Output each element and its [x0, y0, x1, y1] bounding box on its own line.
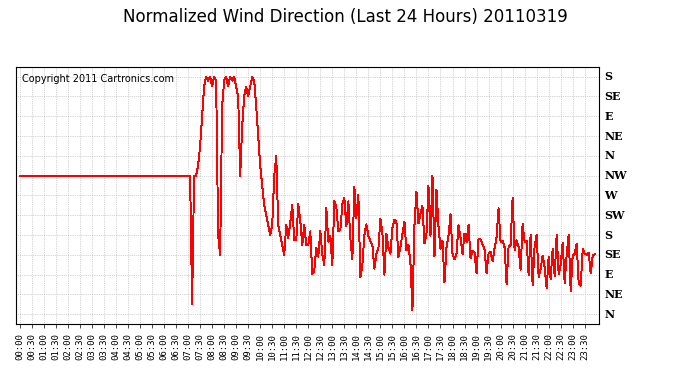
Text: SE: SE: [604, 91, 621, 102]
Text: E: E: [604, 111, 613, 122]
Text: S: S: [604, 230, 613, 240]
Text: E: E: [604, 269, 613, 280]
Text: S: S: [604, 71, 613, 82]
Text: NW: NW: [604, 170, 627, 181]
Text: Normalized Wind Direction (Last 24 Hours) 20110319: Normalized Wind Direction (Last 24 Hours…: [123, 8, 567, 26]
Text: N: N: [604, 150, 615, 161]
Text: N: N: [604, 309, 615, 320]
Text: NE: NE: [604, 130, 623, 141]
Text: Copyright 2011 Cartronics.com: Copyright 2011 Cartronics.com: [21, 75, 174, 84]
Text: NE: NE: [604, 289, 623, 300]
Text: SW: SW: [604, 210, 625, 221]
Text: SE: SE: [604, 249, 621, 260]
Text: W: W: [604, 190, 617, 201]
